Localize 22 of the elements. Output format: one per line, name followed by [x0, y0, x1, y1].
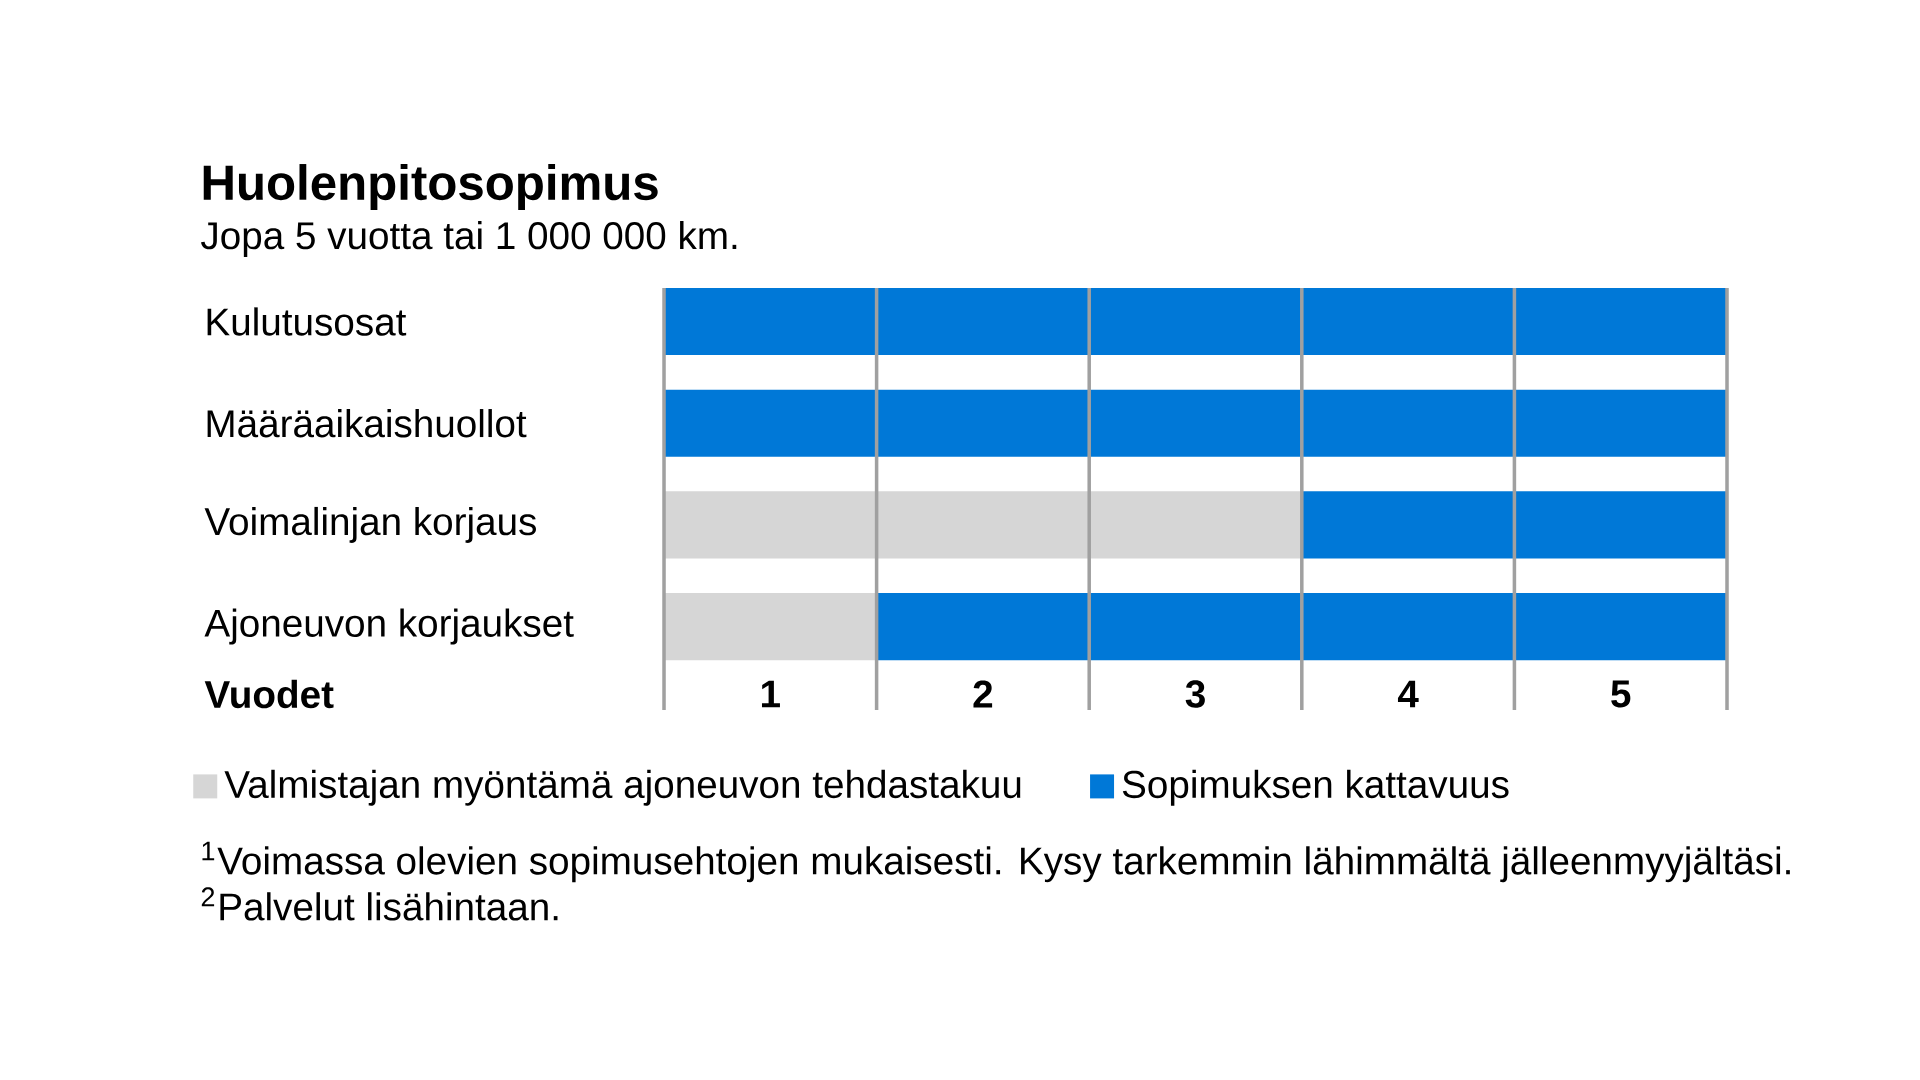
bar	[876, 593, 1728, 661]
chart-title: Huolenpitosopimus	[203, 164, 658, 210]
y-tick-label: Voimalinjan korjaus	[204, 506, 536, 543]
x-tick-label: 4	[1397, 680, 1419, 708]
x-tick-label: 2	[973, 680, 993, 708]
legend-label: Sopimuksen kattavuus	[1122, 769, 1509, 806]
x-tick-label: 1	[761, 680, 780, 708]
x-tick-label: 5	[1611, 680, 1631, 708]
text: $^{2}$Palvelut lisähintaan.	[201, 887, 558, 921]
text: $^{1}$Voimassa olevien sopimusehtojen mukaisesti. Kysy tarkemmin lähimmältä jälleenmyyjältäsi.	[202, 841, 1790, 883]
bar	[664, 389, 1728, 457]
chart-subtitle: Jopa 5 vuotta tai 1 000 000 km.	[201, 220, 737, 257]
bar	[1301, 491, 1728, 559]
x-tick-label: 3	[1185, 680, 1205, 708]
y-tick-label: Kulutusosat	[207, 307, 407, 336]
legend-label: Valmistajan myöntämä ajoneuvon tehdastakuu	[224, 769, 1021, 806]
x-axis-title: Vuodet	[204, 679, 334, 709]
bar	[664, 593, 877, 661]
y-tick-label: Ajoneuvon korjaukset	[204, 608, 574, 645]
bar	[664, 491, 1302, 559]
bar	[664, 287, 1728, 356]
y-tick-label: Määräaikaishuollot	[207, 409, 527, 438]
